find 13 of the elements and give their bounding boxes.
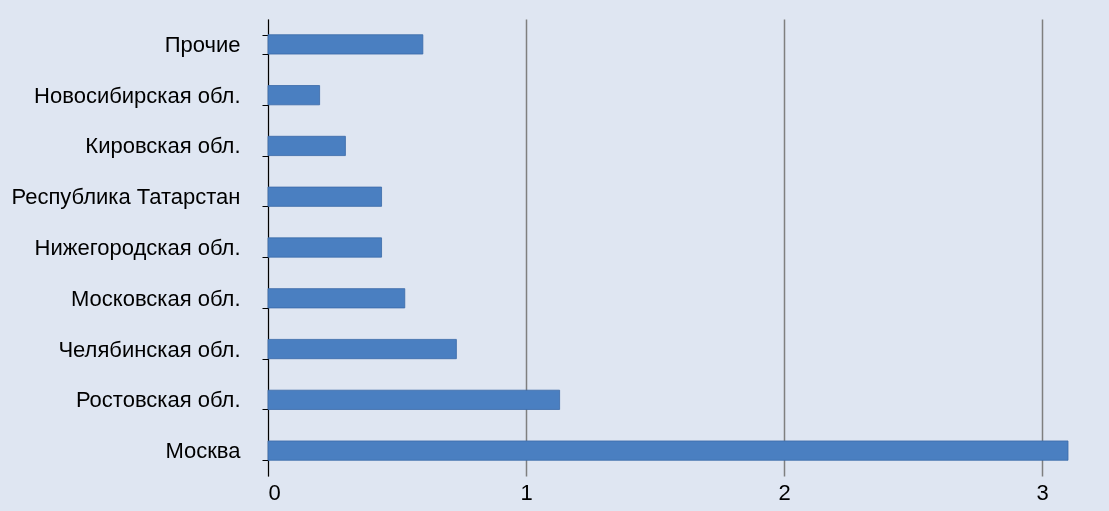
y-tick-label: Новосибирская обл. [34, 82, 241, 108]
y-tick-label: Челябинская обл. [58, 336, 241, 362]
y-tick-label: Московская обл. [70, 285, 241, 311]
y-tick-label: Нижегородская обл. [34, 235, 241, 260]
x-tick-label: 0 [268, 479, 281, 505]
y-tick-label: Республика Татарстан [11, 184, 241, 210]
y-tick-label: Москва [165, 438, 242, 464]
x-tick-label: 1 [520, 479, 533, 505]
x-tick-label: 2 [778, 479, 791, 505]
y-tick-label: Прочие [164, 31, 241, 57]
x-tick-label: 3 [1036, 479, 1049, 505]
y-tick-label: Ростовская обл. [75, 387, 241, 413]
y-tick-label: Кировская обл. [85, 133, 241, 159]
